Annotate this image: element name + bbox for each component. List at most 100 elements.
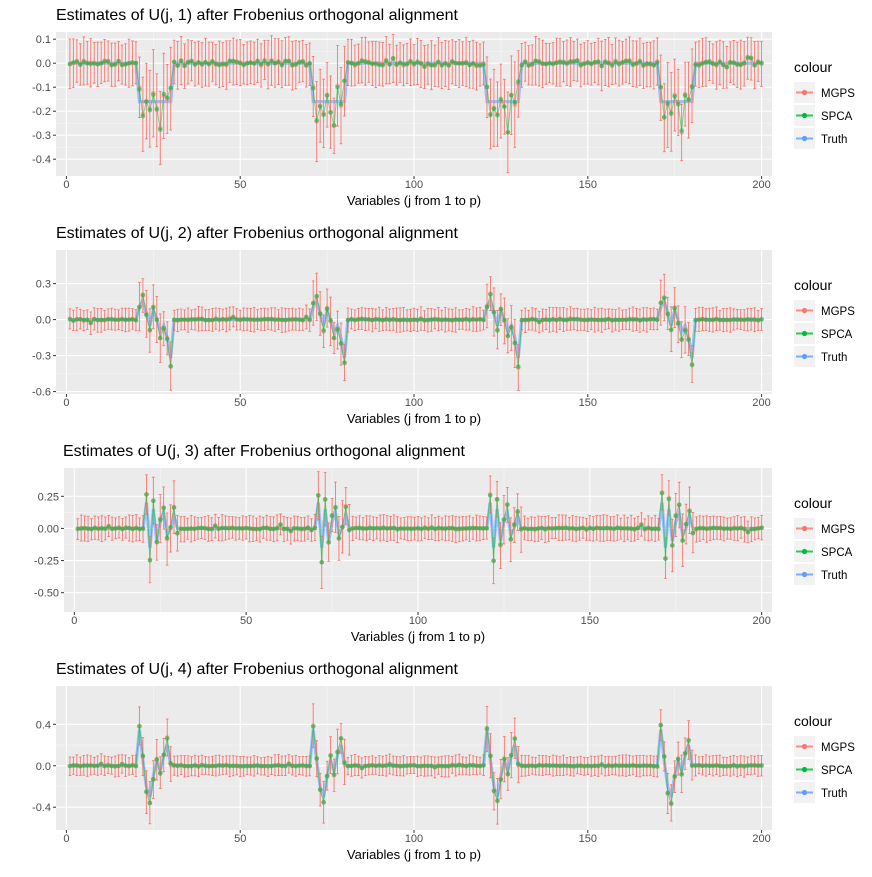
spca-point — [293, 62, 299, 67]
spca-point — [272, 317, 278, 323]
spca-point — [154, 317, 160, 322]
spca-point — [628, 526, 634, 531]
spca-point — [686, 97, 691, 102]
legend-label: Truth — [821, 134, 847, 146]
spca-point — [707, 317, 712, 323]
spca-point — [495, 798, 500, 803]
spca-point — [741, 317, 747, 323]
spca-point — [328, 753, 333, 759]
spca-point — [219, 525, 225, 531]
spca-point — [595, 317, 601, 323]
spca-point — [522, 763, 528, 769]
spca-point — [724, 317, 730, 323]
spca-point — [67, 316, 73, 322]
spca-point — [369, 762, 375, 768]
spca-point — [502, 317, 507, 323]
spca-point — [78, 62, 83, 67]
spca-point — [297, 763, 302, 768]
spca-point — [675, 102, 681, 107]
x-tick-label: 200 — [752, 179, 770, 191]
spca-point — [717, 59, 723, 64]
spca-point — [425, 61, 431, 66]
spca-point — [98, 317, 104, 323]
spca-point — [408, 58, 413, 64]
chart-title: Estimates of U(j, 3) after Frobenius ort… — [63, 443, 466, 460]
spca-point — [637, 58, 643, 64]
x-tick-label: 50 — [234, 833, 246, 845]
spca-point — [529, 61, 535, 67]
spca-point — [460, 763, 465, 768]
spca-point — [446, 525, 452, 531]
y-tick-label: -0.4 — [32, 154, 51, 166]
spca-point — [67, 61, 73, 67]
spca-point — [182, 317, 187, 322]
spca-point — [119, 62, 125, 68]
spca-point — [474, 525, 479, 531]
spca-point — [164, 336, 170, 342]
legend-label: SPCA — [821, 329, 853, 341]
spca-point — [592, 317, 598, 323]
spca-point — [644, 317, 650, 322]
spca-point — [329, 513, 335, 519]
spca-point — [342, 360, 347, 366]
spca-point — [529, 526, 534, 532]
spca-point — [588, 61, 594, 66]
spca-point — [251, 317, 257, 322]
spca-point — [267, 526, 273, 532]
spca-point — [236, 525, 242, 531]
spca-point — [515, 508, 520, 514]
spca-point — [573, 526, 579, 532]
spca-point — [533, 58, 538, 64]
chart-title: Estimates of U(j, 4) after Frobenius ort… — [56, 661, 459, 678]
spca-point — [637, 317, 643, 323]
spca-point — [206, 763, 212, 769]
spca-point — [557, 316, 563, 322]
spca-point — [269, 58, 274, 64]
spca-point — [425, 763, 431, 769]
spca-point — [227, 316, 233, 322]
spca-point — [126, 317, 132, 322]
spca-point — [724, 763, 730, 769]
panel-4: Estimates of U(j, 4) after Frobenius ort… — [32, 661, 855, 862]
spca-point — [446, 317, 452, 323]
spca-point — [388, 525, 393, 531]
spca-point — [227, 58, 233, 64]
spca-point — [350, 526, 355, 531]
spca-point — [397, 763, 403, 769]
spca-point — [665, 790, 671, 796]
spca-point — [532, 526, 538, 532]
spca-point — [494, 497, 500, 502]
spca-point — [618, 525, 624, 531]
spca-point — [227, 763, 233, 769]
spca-point — [734, 763, 740, 769]
spca-point — [265, 763, 271, 769]
spca-point — [439, 317, 445, 323]
spca-point — [279, 763, 285, 769]
spca-point — [727, 317, 733, 323]
spca-point — [283, 317, 288, 323]
spca-point — [293, 316, 299, 322]
spca-point — [175, 763, 180, 768]
spca-point — [606, 60, 611, 66]
spca-point — [224, 317, 229, 322]
spca-point — [707, 59, 712, 65]
x-tick-label: 200 — [752, 833, 770, 845]
spca-point — [326, 540, 331, 545]
spca-point — [505, 333, 511, 339]
spca-point — [456, 60, 462, 66]
spca-point — [481, 526, 486, 531]
spca-point — [498, 542, 503, 547]
spca-point — [564, 763, 570, 768]
spca-point — [303, 763, 309, 769]
spca-point — [661, 114, 667, 120]
spca-point — [515, 364, 521, 369]
spca-point — [661, 295, 667, 301]
spca-point — [74, 763, 80, 768]
spca-point — [498, 96, 504, 102]
spca-point — [519, 62, 525, 68]
spca-point — [224, 763, 229, 768]
spca-point — [522, 317, 528, 323]
spca-point — [721, 62, 726, 68]
spca-point — [192, 526, 197, 532]
spca-point — [310, 86, 316, 91]
